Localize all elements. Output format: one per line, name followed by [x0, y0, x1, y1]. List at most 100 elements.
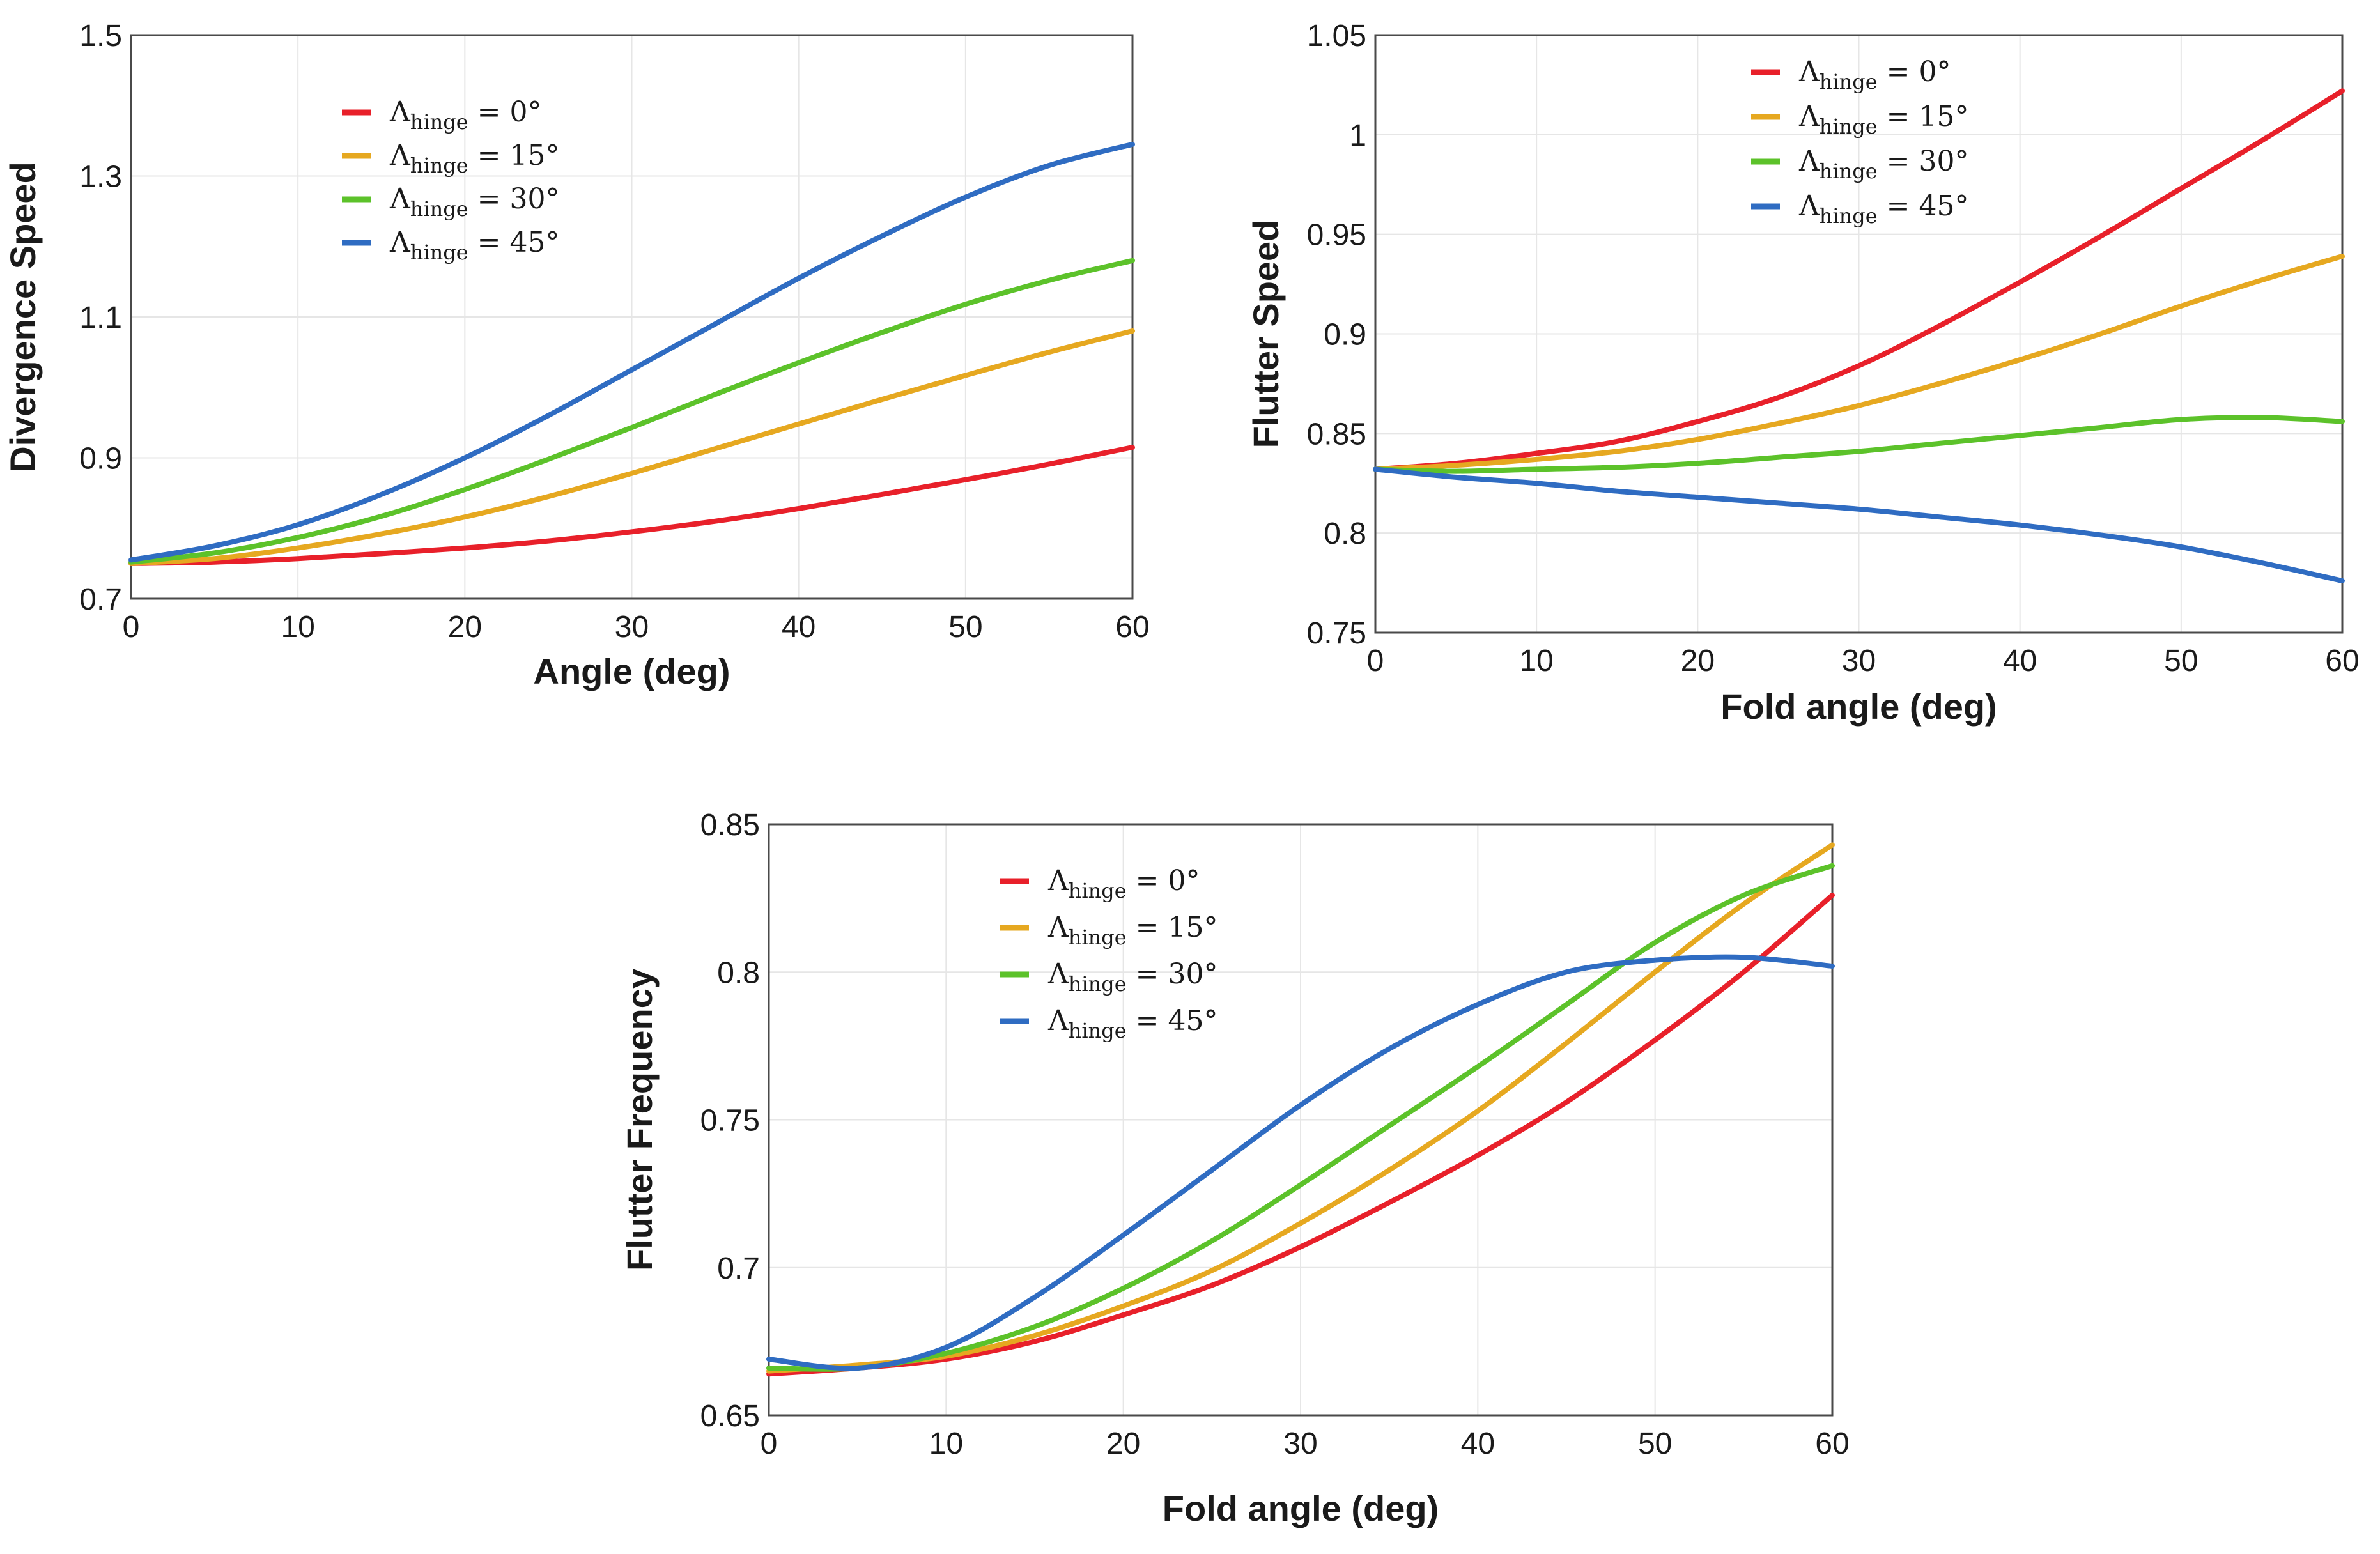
series-line-15deg	[128, 328, 1135, 566]
x-tick-label: 40	[1461, 1427, 1495, 1461]
legend-entry: Λhinge = 30°	[1798, 145, 1969, 183]
legend-subscript: hinge	[1069, 879, 1127, 903]
y-tick-label: 0.65	[700, 1399, 760, 1433]
legend-operator: =	[1136, 1004, 1159, 1037]
legend-operator: =	[1887, 145, 1910, 178]
series-line-30deg	[1373, 415, 2345, 474]
plot-border	[1374, 34, 2344, 634]
x-tick-label: 40	[2003, 644, 2037, 678]
legend-symbol: Λ	[389, 96, 411, 128]
chart-flutter-frequency: 0 10 20 30 40 50 60 0.65 0.7 0.75 0.8 0.85 Fold angl…	[619, 808, 1850, 1528]
series-line-0deg	[128, 445, 1135, 566]
plot-border	[768, 823, 1834, 1417]
x-axis-label: Fold angle (deg)	[1163, 1488, 1439, 1528]
y-tick-label: 0.85	[700, 808, 760, 842]
legend-operator: =	[1887, 56, 1910, 88]
legend-subscript: hinge	[410, 110, 468, 134]
y-tick-label: 0.9	[1324, 318, 1366, 352]
legend: Λhinge = 0° Λhinge = 15° Λhinge = 30° Λhinge = 45°	[342, 96, 560, 265]
x-tick-label: 40	[782, 610, 815, 644]
legend-operator: =	[1887, 100, 1910, 133]
legend-entry: Λhinge = 0°	[389, 96, 542, 134]
legend-operator: =	[1887, 190, 1910, 222]
x-tick-label: 20	[1106, 1427, 1140, 1461]
x-tick-label: 0	[761, 1427, 778, 1461]
y-tick-label: 0.8	[717, 956, 760, 990]
y-axis-label: Flutter Frequency	[619, 969, 660, 1271]
legend-label: 45°	[510, 226, 560, 259]
x-tick-label: 50	[1638, 1427, 1672, 1461]
x-tick-label: 10	[281, 610, 314, 644]
y-tick-label: 1.1	[79, 301, 122, 335]
x-tick-label: 10	[929, 1427, 963, 1461]
legend-label: 15°	[1168, 911, 1218, 944]
x-tick-label: 50	[2164, 644, 2198, 678]
series-line-30deg	[766, 863, 1835, 1372]
legend-label: 45°	[1919, 190, 1969, 222]
legend-operator: =	[477, 96, 501, 128]
x-tick-label: 60	[1815, 1427, 1849, 1461]
plot-border	[130, 34, 1134, 600]
legend-entry: Λhinge = 15°	[389, 139, 560, 178]
x-tick-label: 20	[1681, 644, 1715, 678]
legend-entry: Λhinge = 30°	[1047, 958, 1218, 996]
y-tick-label: 0.75	[700, 1104, 760, 1138]
x-tick-label: 30	[1842, 644, 1876, 678]
legend-subscript: hinge	[1820, 159, 1878, 183]
legend-subscript: hinge	[1069, 972, 1127, 996]
series-line-45deg	[128, 141, 1135, 563]
y-tick-label: 1.3	[79, 160, 122, 194]
legend-entry: Λhinge = 30°	[389, 183, 560, 221]
legend-operator: =	[1136, 865, 1159, 897]
legend-label: 15°	[1919, 100, 1969, 133]
legend-subscript: hinge	[1820, 204, 1878, 228]
legend-symbol: Λ	[389, 139, 411, 172]
legend-symbol: Λ	[1798, 100, 1820, 133]
legend-label: 0°	[510, 96, 542, 128]
legend-label: 45°	[1168, 1004, 1218, 1037]
legend-symbol: Λ	[1798, 56, 1820, 88]
x-tick-label: 50	[948, 610, 982, 644]
y-tick-label: 1	[1349, 119, 1366, 153]
legend-symbol: Λ	[1047, 1004, 1069, 1037]
legend-symbol: Λ	[1047, 958, 1069, 990]
legend-entry: Λhinge = 45°	[389, 226, 560, 265]
chart-flutter-speed: 0 10 20 30 40 50 60 0.75 0.8 0.85 0.9 0.95 1 1.05 Fold…	[1246, 19, 2360, 727]
series-line-45deg	[1373, 466, 2345, 583]
series-line-30deg	[128, 258, 1135, 565]
legend-symbol: Λ	[1798, 190, 1820, 222]
x-tick-label: 60	[1115, 610, 1149, 644]
legend-subscript: hinge	[1069, 1019, 1127, 1043]
legend-label: 30°	[1168, 958, 1218, 990]
series-line-15deg	[766, 842, 1835, 1374]
series-line-0deg	[766, 893, 1835, 1377]
y-tick-label: 0.75	[1307, 617, 1366, 650]
legend-subscript: hinge	[410, 240, 468, 265]
legend-symbol: Λ	[1047, 865, 1069, 897]
y-axis-label: Flutter Speed	[1246, 220, 1286, 449]
legend-entry: Λhinge = 45°	[1798, 190, 1969, 228]
legend-subscript: hinge	[1820, 70, 1878, 94]
y-tick-label: 1.05	[1307, 19, 1366, 53]
x-tick-label: 10	[1519, 644, 1553, 678]
legend-operator: =	[1136, 958, 1159, 990]
legend-entry: Λhinge = 45°	[1047, 1004, 1218, 1043]
legend-label: 15°	[510, 139, 560, 172]
legend-subscript: hinge	[410, 153, 468, 178]
legend: Λhinge = 0° Λhinge = 15° Λhinge = 30° Λhinge = 45°	[1751, 56, 1969, 228]
legend: Λhinge = 0° Λhinge = 15° Λhinge = 30° Λhinge = 45°	[1000, 865, 1218, 1043]
legend-entry: Λhinge = 0°	[1798, 56, 1951, 94]
x-tick-label: 0	[123, 610, 140, 644]
legend-entry: Λhinge = 15°	[1047, 911, 1218, 950]
x-tick-label: 30	[615, 610, 649, 644]
y-tick-label: 1.5	[79, 19, 122, 53]
x-axis-label: Fold angle (deg)	[1720, 686, 1997, 727]
legend-operator: =	[477, 226, 501, 259]
legend-entry: Λhinge = 0°	[1047, 865, 1200, 903]
x-tick-label: 0	[1367, 644, 1384, 678]
y-tick-label: 0.95	[1307, 219, 1366, 252]
y-tick-label: 0.9	[79, 442, 122, 476]
x-tick-label: 30	[1283, 1427, 1317, 1461]
legend-label: 0°	[1919, 56, 1951, 88]
legend-entry: Λhinge = 15°	[1798, 100, 1969, 139]
